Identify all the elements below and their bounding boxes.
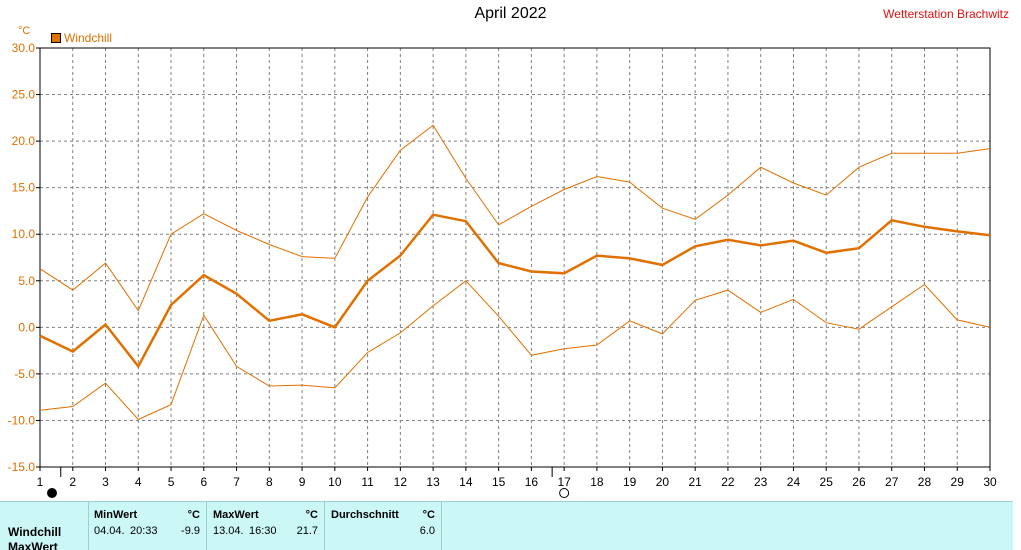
x-tick-label: 11 xyxy=(361,475,374,489)
chart-canvas: 30.0 25.0 20.0 15.0 10.0 5.0 0.0 -5.0 -10.0 -15.0… xyxy=(8,41,997,498)
y-tick-label: 20.0 xyxy=(12,134,36,148)
legend-label: Windchill xyxy=(64,31,113,45)
x-tick-label: 5 xyxy=(168,475,175,489)
x-tick-label: 25 xyxy=(820,475,834,489)
y-tick-label: 25.0 xyxy=(12,88,36,102)
x-tick-label: 26 xyxy=(852,475,866,489)
min-unit: °C xyxy=(187,509,200,521)
row-label-windchill: Windchill xyxy=(8,525,62,539)
series-line-avg xyxy=(39,213,991,369)
legend: Windchill xyxy=(51,31,112,45)
x-tick-label: 24 xyxy=(787,475,801,489)
y-tick-label: 10.0 xyxy=(12,227,36,241)
x-tick-label: 1 xyxy=(37,475,44,489)
full-moon-icon xyxy=(47,488,57,498)
x-tick-label: 19 xyxy=(623,475,637,489)
x-tick-label: 28 xyxy=(918,475,932,489)
min-column: MinWert °C 04.04. 20:33 -9.9 xyxy=(88,502,207,550)
max-time: 16:30 xyxy=(249,525,277,537)
x-tick-label: 30 xyxy=(983,475,997,489)
y-tick-label: 30.0 xyxy=(12,41,36,55)
x-tick-label: 18 xyxy=(590,475,604,489)
chart-title: April 2022 xyxy=(474,5,547,22)
x-tick-label: 13 xyxy=(426,475,440,489)
x-tick-label: 6 xyxy=(200,475,207,489)
stats-label-column: Windchill MaxWert xyxy=(0,502,89,550)
x-tick-label: 22 xyxy=(721,475,735,489)
x-tick-label: 15 xyxy=(492,475,506,489)
legend-swatch xyxy=(51,33,61,43)
y-tick-label: -15.0 xyxy=(8,460,36,474)
max-value: 21.7 xyxy=(296,525,318,537)
x-tick-label: 17 xyxy=(557,475,571,489)
x-tick-label: 23 xyxy=(754,475,768,489)
x-tick-label: 2 xyxy=(69,475,76,489)
y-tick-label: 15.0 xyxy=(12,181,36,195)
row-label-maxwert: MaxWert xyxy=(8,540,58,550)
x-tick-label: 10 xyxy=(328,475,342,489)
x-tick-label: 12 xyxy=(394,475,408,489)
y-tick-label: -5.0 xyxy=(14,367,35,381)
x-tick-label: 3 xyxy=(102,475,109,489)
avg-header: Durchschnitt xyxy=(331,509,399,521)
plot-frame xyxy=(39,47,991,468)
avg-unit: °C xyxy=(422,509,435,521)
y-tick-label: 5.0 xyxy=(18,274,35,288)
stats-panel: Windchill MaxWert MinWert °C 04.04. 20:3… xyxy=(0,501,1013,550)
x-tick-label: 27 xyxy=(885,475,899,489)
min-value: -9.9 xyxy=(181,525,200,537)
x-tick-label: 29 xyxy=(951,475,965,489)
avg-value: 6.0 xyxy=(419,525,435,537)
station-name: Wetterstation Brachwitz xyxy=(883,7,1009,21)
min-date: 04.04. xyxy=(94,525,125,537)
max-unit: °C xyxy=(305,509,318,521)
y-tick-label: -10.0 xyxy=(8,413,36,427)
x-tick-label: 21 xyxy=(688,475,702,489)
new-moon-icon xyxy=(559,488,570,498)
x-tick-label: 8 xyxy=(266,475,273,489)
x-tick-label: 4 xyxy=(135,475,142,489)
max-header: MaxWert xyxy=(213,509,259,521)
series-line-min xyxy=(39,280,991,421)
max-date: 13.04. xyxy=(213,525,244,537)
avg-column: Durchschnitt °C 6.0 xyxy=(325,502,442,550)
y-axis-unit: °C xyxy=(18,25,31,37)
x-tick-label: 7 xyxy=(233,475,240,489)
max-column: MaxWert °C 13.04. 16:30 21.7 xyxy=(207,502,325,550)
series-line-max xyxy=(39,124,991,312)
min-header: MinWert xyxy=(94,509,138,521)
x-tick-label: 16 xyxy=(525,475,539,489)
x-tick-label: 14 xyxy=(459,475,473,489)
y-tick-label: 0.0 xyxy=(18,320,35,334)
min-time: 20:33 xyxy=(130,525,158,537)
x-tick-label: 9 xyxy=(299,475,306,489)
x-tick-label: 20 xyxy=(656,475,670,489)
